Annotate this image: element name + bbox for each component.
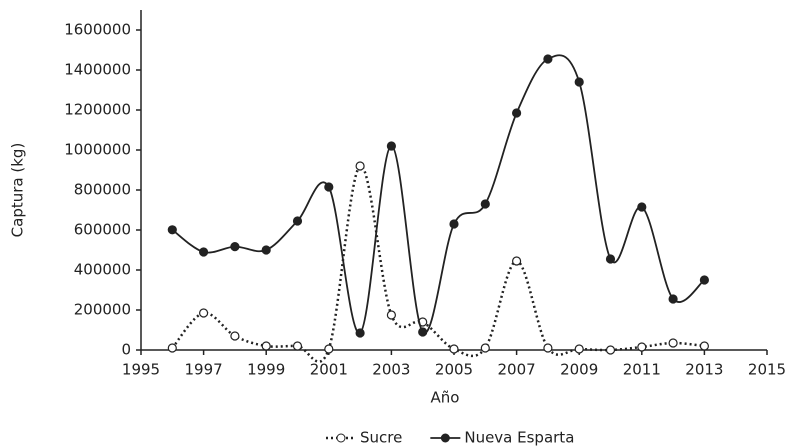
legend-marker — [440, 433, 450, 443]
point — [668, 294, 678, 304]
point — [167, 225, 177, 235]
point — [543, 54, 553, 64]
legend-label: Nueva Esparta — [464, 429, 574, 447]
point — [261, 341, 271, 351]
point — [199, 308, 209, 318]
point — [449, 219, 459, 229]
point — [543, 343, 553, 353]
x-tick-label: 2007 — [498, 361, 536, 379]
point — [261, 245, 271, 255]
y-tick-label: 0 — [121, 341, 131, 359]
point — [292, 216, 303, 226]
y-tick-label: 1200000 — [64, 101, 131, 119]
point — [386, 141, 396, 151]
y-tick-label: 1600000 — [64, 21, 131, 39]
point — [199, 247, 209, 257]
y-tick-label: 1000000 — [64, 141, 131, 159]
x-tick-label: 2005 — [435, 361, 473, 379]
point — [324, 182, 334, 192]
y-tick-label: 600000 — [74, 221, 131, 239]
y-tick-label: 400000 — [74, 261, 131, 279]
series-line — [171, 164, 705, 363]
point — [292, 341, 303, 351]
x-tick-label: 2013 — [685, 361, 723, 379]
series-line — [171, 54, 705, 334]
x-axis-label: Año — [431, 389, 460, 407]
point — [699, 341, 710, 351]
point — [605, 254, 616, 264]
point — [699, 275, 710, 285]
point — [230, 331, 240, 341]
x-tick-label: 2003 — [372, 361, 410, 379]
point — [480, 199, 490, 209]
point — [637, 202, 647, 212]
legend-label: Sucre — [360, 429, 402, 447]
point — [511, 256, 522, 266]
x-tick-label: 2011 — [623, 361, 661, 379]
x-tick-label: 2015 — [748, 361, 785, 379]
point — [324, 344, 334, 354]
point — [355, 161, 365, 171]
point — [668, 338, 678, 348]
point — [480, 343, 490, 353]
point — [605, 345, 616, 355]
x-tick-label: 1995 — [122, 361, 160, 379]
y-tick-label: 200000 — [74, 301, 131, 319]
point — [355, 328, 365, 338]
point — [418, 327, 428, 337]
point — [637, 342, 647, 352]
y-axis-label: Captura (kg) — [9, 143, 27, 238]
point — [449, 344, 459, 354]
point — [230, 242, 240, 252]
x-tick-label: 2001 — [310, 361, 348, 379]
point — [574, 344, 584, 354]
point — [167, 343, 177, 353]
x-tick-label: 2009 — [560, 361, 598, 379]
point — [574, 77, 584, 87]
x-tick-label: 1997 — [185, 361, 223, 379]
legend-marker — [336, 433, 346, 443]
y-tick-label: 1400000 — [64, 61, 131, 79]
x-tick-label: 1999 — [247, 361, 285, 379]
point — [386, 310, 396, 320]
y-tick-label: 800000 — [74, 181, 131, 199]
point — [511, 108, 522, 118]
